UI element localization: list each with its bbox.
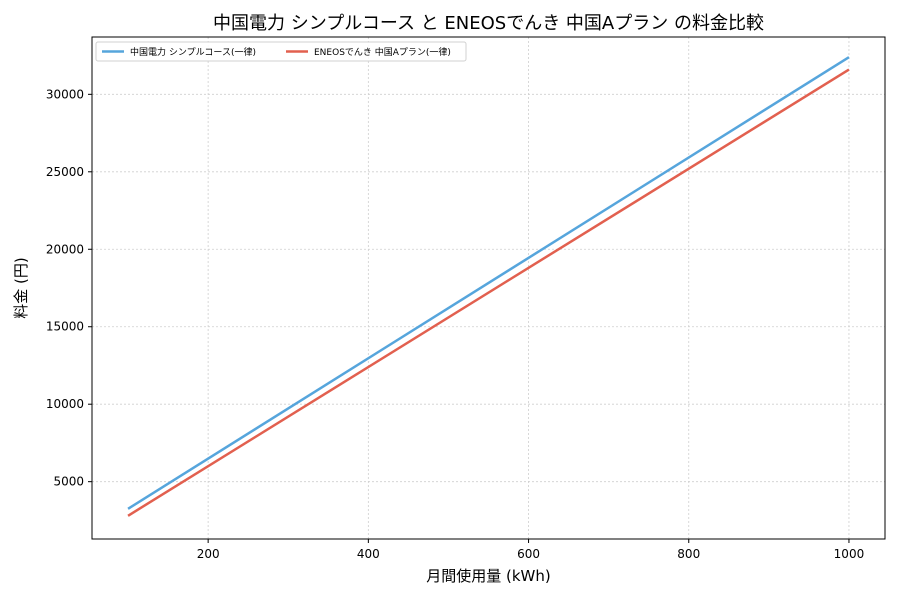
x-tick-label: 200 [197,547,220,561]
x-tick-label: 1000 [834,547,865,561]
x-tick-label: 600 [517,547,540,561]
y-tick-label: 15000 [46,320,84,334]
y-axis-label: 料金 (円) [12,257,30,318]
x-tick-label: 400 [357,547,380,561]
y-tick-label: 25000 [46,165,84,179]
plot-frame [91,36,886,540]
chart-title: 中国電力 シンプルコース と ENEOSでんき 中国Aプラン の料金比較 [213,13,764,34]
y-tick-label: 5000 [53,475,84,489]
legend-label-2: ENEOSでんき 中国Aプラン(一律) [314,46,451,58]
x-axis-label: 月間使用量 (kWh) [426,567,551,585]
legend: 中国電力 シンプルコース(一律) ENEOSでんき 中国Aプラン(一律) [95,41,467,62]
y-tick-label: 10000 [46,397,84,411]
grid [92,37,885,539]
legend-box [95,41,467,62]
series-line-1 [127,56,850,510]
x-tick-label: 800 [677,547,700,561]
series-line-2 [127,68,850,517]
y-tick-label: 30000 [46,87,84,101]
legend-label-1: 中国電力 シンプルコース(一律) [130,46,256,58]
y-tick-label: 20000 [46,242,84,256]
x-axis: 200 400 600 800 1000 [197,539,865,561]
series-lines [127,56,850,517]
y-axis: 5000 10000 15000 20000 25000 30000 [46,87,92,489]
